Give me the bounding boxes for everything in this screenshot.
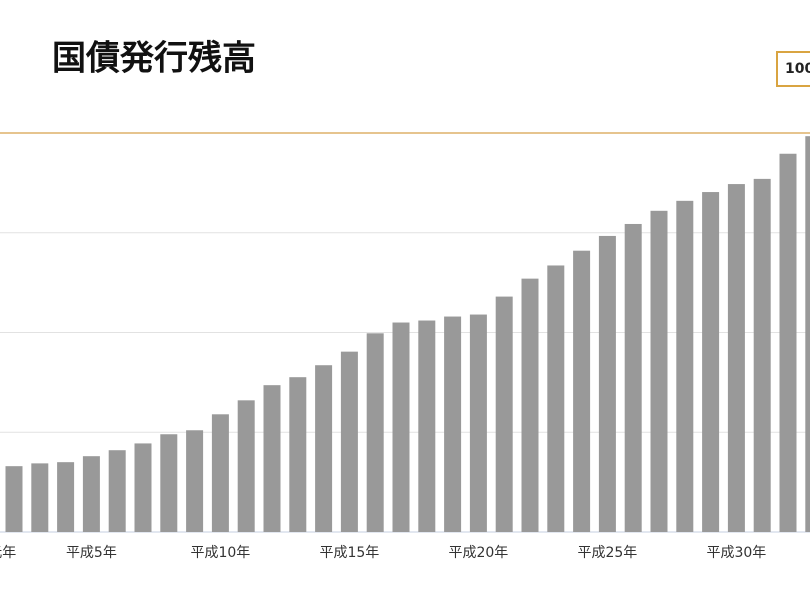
bar bbox=[315, 365, 333, 532]
bar bbox=[573, 250, 591, 532]
bar bbox=[211, 414, 229, 532]
bar bbox=[521, 278, 539, 532]
x-tick-label: 平成20年 bbox=[448, 545, 508, 561]
bar bbox=[340, 351, 358, 532]
bar bbox=[5, 466, 23, 532]
unit-box bbox=[776, 51, 810, 87]
bar bbox=[598, 235, 616, 532]
bar bbox=[727, 184, 745, 532]
bar bbox=[418, 320, 436, 532]
bar bbox=[495, 296, 513, 532]
bar bbox=[186, 430, 204, 532]
bar bbox=[289, 377, 307, 532]
bar bbox=[624, 223, 642, 533]
bar bbox=[57, 462, 75, 532]
bar bbox=[31, 463, 49, 532]
bar bbox=[392, 322, 410, 532]
chart-title: 国債発行残高 bbox=[52, 39, 256, 79]
bar bbox=[366, 333, 384, 532]
bar bbox=[753, 178, 771, 532]
bar bbox=[134, 443, 152, 532]
bar bbox=[82, 456, 100, 532]
bar bbox=[547, 265, 565, 532]
bar bbox=[263, 385, 281, 532]
bar bbox=[779, 153, 797, 533]
bar bbox=[108, 450, 126, 532]
x-tick-label: 平成元年 bbox=[0, 545, 16, 561]
x-tick-label: 平成30年 bbox=[706, 545, 766, 561]
x-tick-label: 平成10年 bbox=[190, 545, 250, 561]
x-tick-label: 平成25年 bbox=[577, 545, 637, 561]
bar bbox=[237, 400, 255, 532]
unit-box-label: 100 bbox=[785, 61, 810, 77]
bar bbox=[676, 200, 694, 532]
bar bbox=[444, 316, 462, 532]
bar bbox=[650, 210, 668, 532]
bar bbox=[160, 434, 178, 532]
bar bbox=[702, 192, 720, 532]
x-tick-label: 平成15年 bbox=[319, 545, 379, 561]
bar bbox=[805, 136, 810, 532]
bar bbox=[469, 314, 487, 532]
x-tick-label: 平成5年 bbox=[66, 545, 117, 561]
